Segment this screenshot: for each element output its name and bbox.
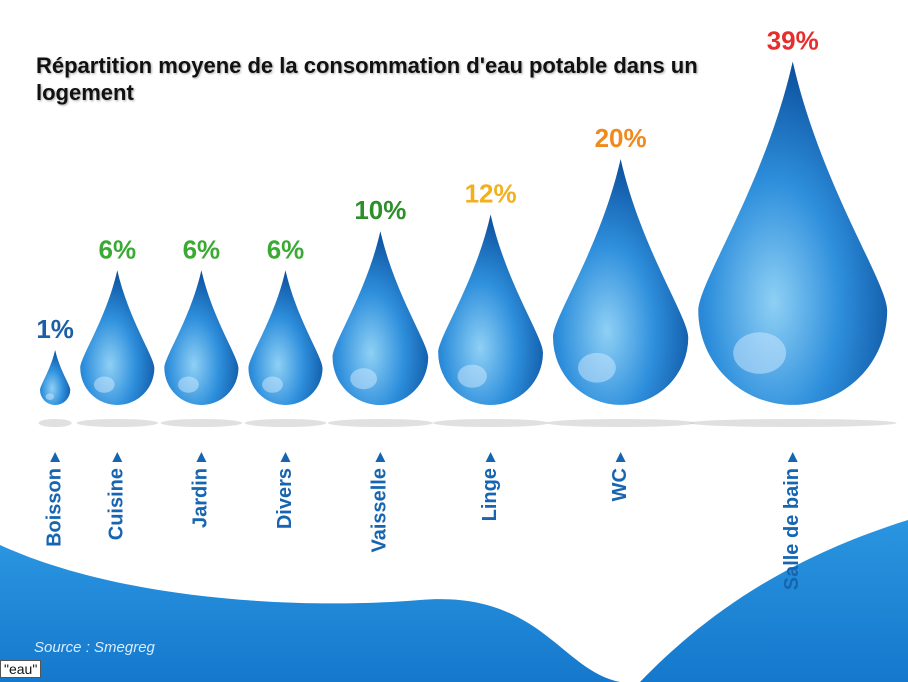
drop: [248, 270, 323, 405]
value-label: 6%: [99, 234, 137, 264]
drop-highlight: [350, 368, 378, 390]
arrow: [485, 452, 496, 462]
arrow: [280, 452, 291, 462]
drop-highlight: [578, 352, 616, 383]
drop-highlight: [262, 376, 283, 393]
value-label: 6%: [183, 234, 221, 264]
wave-background: [0, 545, 620, 682]
drop-shadow: [432, 419, 549, 427]
arrow: [50, 452, 61, 462]
arrow: [375, 452, 386, 462]
arrow: [787, 452, 798, 462]
drop: [164, 270, 239, 406]
drop-highlight: [93, 376, 115, 393]
category-label: Vaisselle: [369, 468, 391, 553]
drop: [438, 214, 543, 406]
value-label: 39%: [767, 26, 819, 56]
drop-shadow: [546, 419, 696, 427]
drop-shadow: [688, 419, 897, 427]
value-label: 10%: [354, 195, 406, 225]
drop-shadow: [160, 419, 243, 427]
arrow: [112, 452, 123, 462]
arrow: [196, 452, 207, 462]
drop-highlight: [457, 364, 487, 388]
category-label: Salle de bain: [781, 468, 803, 590]
drop: [698, 61, 888, 405]
category-label: WC: [609, 468, 631, 501]
wave-background: [640, 520, 908, 682]
drop-highlight: [178, 376, 199, 393]
drop: [80, 270, 155, 406]
drop-highlight: [733, 332, 787, 374]
arrow: [615, 452, 626, 462]
value-label: 12%: [465, 178, 517, 208]
category-label: Divers: [274, 468, 296, 529]
drop: [40, 350, 71, 405]
category-label: Cuisine: [106, 468, 128, 540]
value-label: 20%: [595, 123, 647, 153]
value-label: 1%: [36, 314, 74, 344]
drop-shadow: [76, 419, 159, 427]
drop: [332, 231, 429, 405]
drop-shadow: [327, 419, 433, 427]
chart-title: Répartition moyene de la consommation d'…: [36, 53, 698, 105]
category-label: Linge: [479, 468, 501, 521]
drop-shadow: [38, 419, 72, 427]
drop-highlight: [45, 393, 55, 401]
drop-shadow: [244, 419, 327, 427]
source: Source : Smegreg: [34, 639, 156, 656]
tag: "eau": [0, 660, 42, 678]
category-label: Jardin: [190, 468, 212, 528]
category-label: Boisson: [43, 468, 65, 547]
value-label: 6%: [267, 234, 305, 264]
drop: [552, 159, 689, 405]
